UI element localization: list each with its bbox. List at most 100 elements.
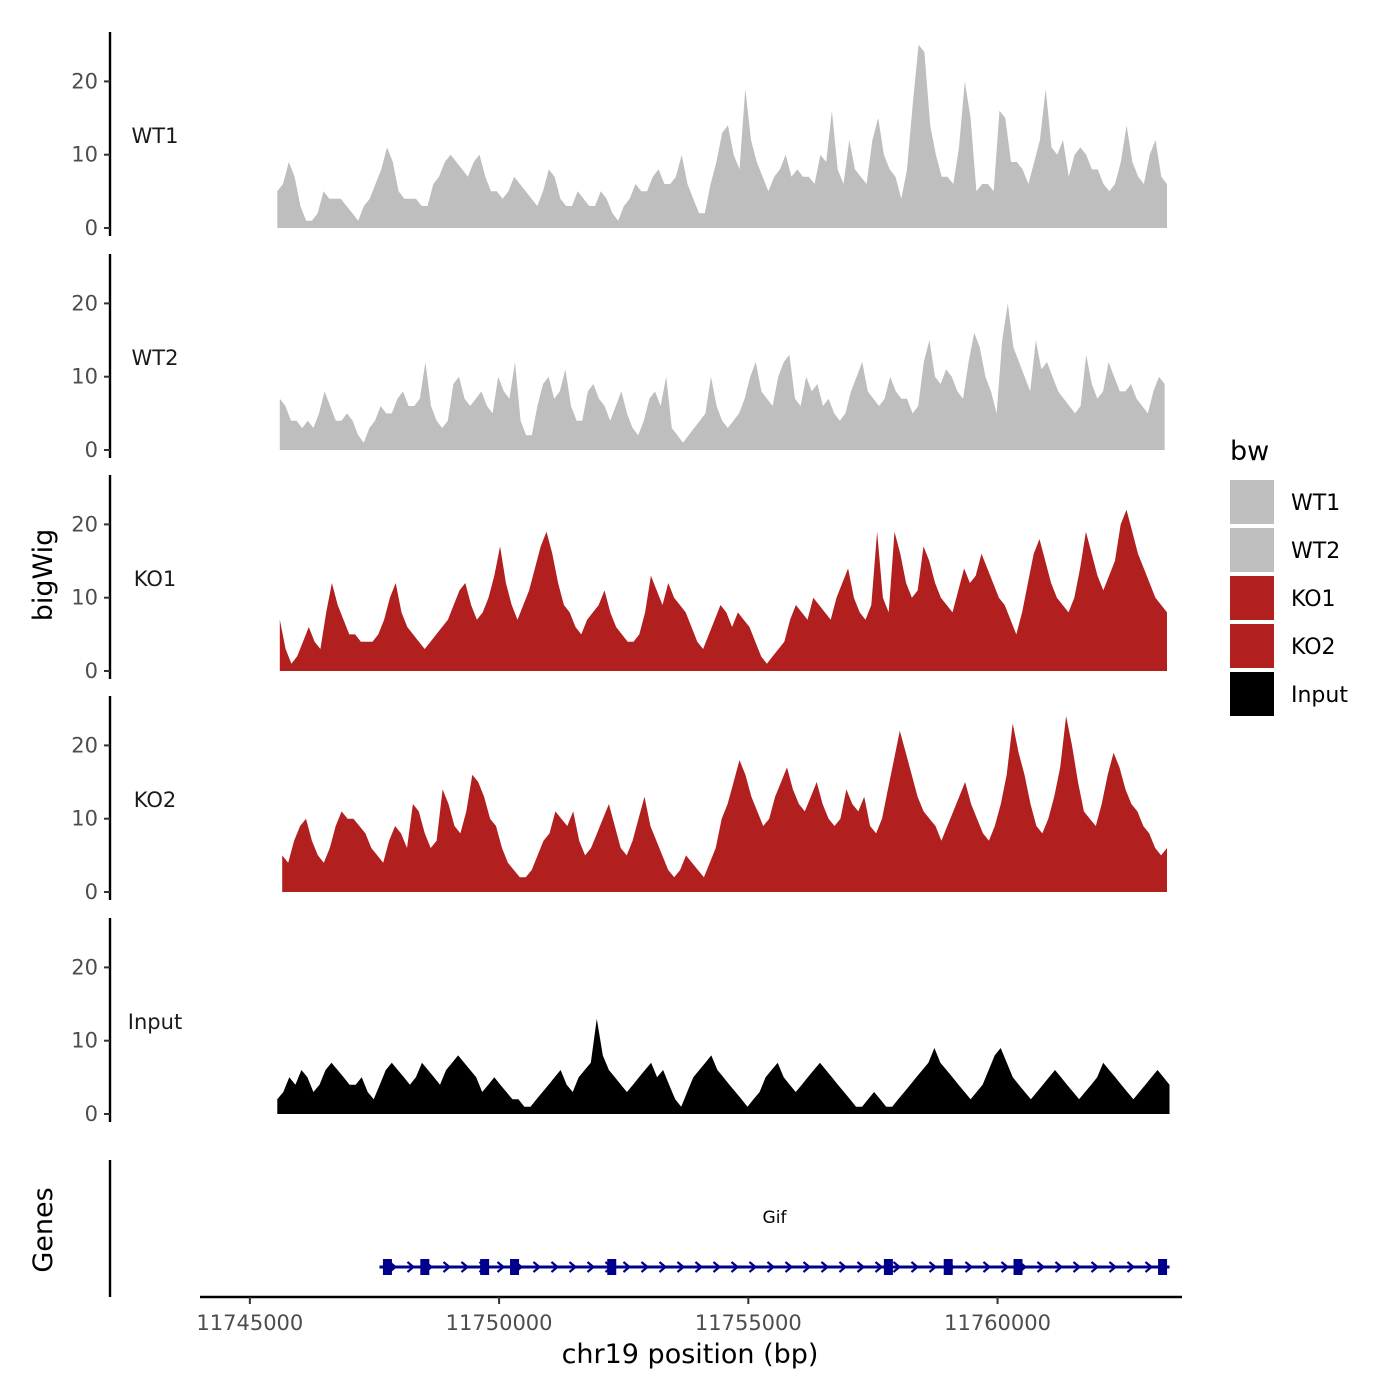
y-tick-label: 10 bbox=[71, 1029, 98, 1053]
strand-arrow bbox=[442, 1261, 452, 1273]
strand-arrow bbox=[928, 1261, 938, 1273]
x-axis-title: chr19 position (bp) bbox=[562, 1339, 819, 1370]
strand-arrow bbox=[712, 1261, 722, 1273]
track-wt1: 0 10 20 WT1 bbox=[71, 32, 1167, 240]
strand-arrow bbox=[910, 1261, 920, 1273]
track-ko1: 0 10 20 KO1 bbox=[71, 475, 1167, 683]
strand-arrow bbox=[1072, 1261, 1082, 1273]
track-label: KO1 bbox=[134, 567, 177, 591]
strand-arrow bbox=[1036, 1261, 1046, 1273]
exon bbox=[883, 1259, 893, 1275]
strand-arrow bbox=[802, 1261, 812, 1273]
y-tick-label: 20 bbox=[71, 955, 98, 979]
legend-key-input bbox=[1230, 672, 1274, 716]
strand-arrow bbox=[586, 1261, 596, 1273]
y-tick-label: 10 bbox=[71, 143, 98, 167]
coverage-area-input bbox=[277, 1018, 1170, 1114]
strand-arrow bbox=[622, 1261, 632, 1273]
strand-arrow bbox=[982, 1261, 992, 1273]
legend-title: bw bbox=[1230, 436, 1269, 467]
coverage-area-ko1 bbox=[279, 509, 1167, 671]
coverage-area-wt1 bbox=[277, 44, 1167, 228]
exon bbox=[420, 1259, 430, 1275]
strand-arrow bbox=[550, 1261, 560, 1273]
strand-arrow bbox=[1108, 1261, 1118, 1273]
coverage-area-ko2 bbox=[282, 716, 1167, 892]
strand-arrow bbox=[496, 1261, 506, 1273]
strand-arrow bbox=[460, 1261, 470, 1273]
track-ko2: 0 10 20 KO2 bbox=[71, 696, 1167, 904]
track-input: 0 10 20 Input bbox=[71, 918, 1170, 1126]
strand-arrow bbox=[820, 1261, 830, 1273]
y-tick-label: 0 bbox=[85, 880, 98, 904]
strand-arrow bbox=[838, 1261, 848, 1273]
strand-arrow bbox=[532, 1261, 542, 1273]
legend-label: Input bbox=[1291, 683, 1348, 708]
strand-arrow bbox=[694, 1261, 704, 1273]
coverage-panels: 0 10 20 WT1 0 10 20 WT2 0 10 20 KO1 0 10 20 KO2 0 10 20 Inp… bbox=[71, 32, 1170, 1126]
strand-arrow bbox=[676, 1261, 686, 1273]
exon bbox=[607, 1259, 617, 1275]
y-axis-title: bigWig bbox=[28, 529, 59, 622]
genes-panel: Gif bbox=[108, 1160, 1170, 1297]
gene-gif: Gif bbox=[379, 1208, 1170, 1275]
exon bbox=[382, 1259, 392, 1275]
exon bbox=[480, 1259, 490, 1275]
y-tick-label: 0 bbox=[85, 1102, 98, 1126]
strand-arrow bbox=[406, 1261, 416, 1273]
strand-arrow bbox=[892, 1261, 902, 1273]
y-tick-label: 20 bbox=[71, 733, 98, 757]
strand-arrow bbox=[964, 1261, 974, 1273]
x-tick-label: 11760000 bbox=[944, 1311, 1051, 1335]
y-tick-label: 10 bbox=[71, 807, 98, 831]
legend-label: WT2 bbox=[1291, 539, 1340, 564]
legend: bw WT1 WT2 KO1 KO2 Input bbox=[1230, 436, 1348, 716]
legend-key-wt2 bbox=[1230, 528, 1274, 572]
genes-axis-title: Genes bbox=[28, 1187, 59, 1272]
x-tick-label: 11745000 bbox=[196, 1311, 303, 1335]
exon bbox=[943, 1259, 953, 1275]
strand-arrow bbox=[658, 1261, 668, 1273]
strand-arrow bbox=[1144, 1261, 1154, 1273]
legend-key-ko1 bbox=[1230, 576, 1274, 620]
gene-name: Gif bbox=[763, 1208, 788, 1228]
x-tick-label: 11750000 bbox=[446, 1311, 553, 1335]
track-label: Input bbox=[128, 1010, 182, 1034]
y-tick-label: 0 bbox=[85, 659, 98, 683]
coverage-area-wt2 bbox=[279, 303, 1165, 450]
y-tick-label: 0 bbox=[85, 438, 98, 462]
legend-label: KO1 bbox=[1291, 587, 1336, 612]
exon bbox=[1158, 1259, 1168, 1275]
strand-arrow bbox=[748, 1261, 758, 1273]
track-wt2: 0 10 20 WT2 bbox=[71, 254, 1165, 462]
strand-arrow bbox=[1000, 1261, 1010, 1273]
legend-label: KO2 bbox=[1291, 635, 1336, 660]
strand-arrow bbox=[856, 1261, 866, 1273]
exon bbox=[1013, 1259, 1023, 1275]
y-tick-label: 0 bbox=[85, 216, 98, 240]
x-tick-label: 11755000 bbox=[695, 1311, 802, 1335]
strand-arrow bbox=[1090, 1261, 1100, 1273]
strand-arrow bbox=[766, 1261, 776, 1273]
x-axis: 11745000 11750000 11755000 11760000 bbox=[196, 1295, 1182, 1335]
strand-arrow bbox=[568, 1261, 578, 1273]
y-tick-label: 20 bbox=[71, 291, 98, 315]
strand-arrow bbox=[1054, 1261, 1064, 1273]
exon bbox=[510, 1259, 520, 1275]
legend-key-ko2 bbox=[1230, 624, 1274, 668]
strand-arrow bbox=[640, 1261, 650, 1273]
strand-arrow bbox=[1126, 1261, 1136, 1273]
strand-arrow bbox=[730, 1261, 740, 1273]
track-label: KO2 bbox=[134, 788, 177, 812]
y-tick-label: 20 bbox=[71, 512, 98, 536]
track-label: WT2 bbox=[132, 346, 179, 370]
y-tick-label: 20 bbox=[71, 69, 98, 93]
strand-arrow bbox=[874, 1261, 884, 1273]
y-tick-label: 10 bbox=[71, 365, 98, 389]
legend-label: WT1 bbox=[1291, 491, 1340, 516]
y-tick-label: 10 bbox=[71, 586, 98, 610]
legend-key-wt1 bbox=[1230, 480, 1274, 524]
strand-arrow bbox=[784, 1261, 794, 1273]
track-label: WT1 bbox=[132, 124, 179, 148]
